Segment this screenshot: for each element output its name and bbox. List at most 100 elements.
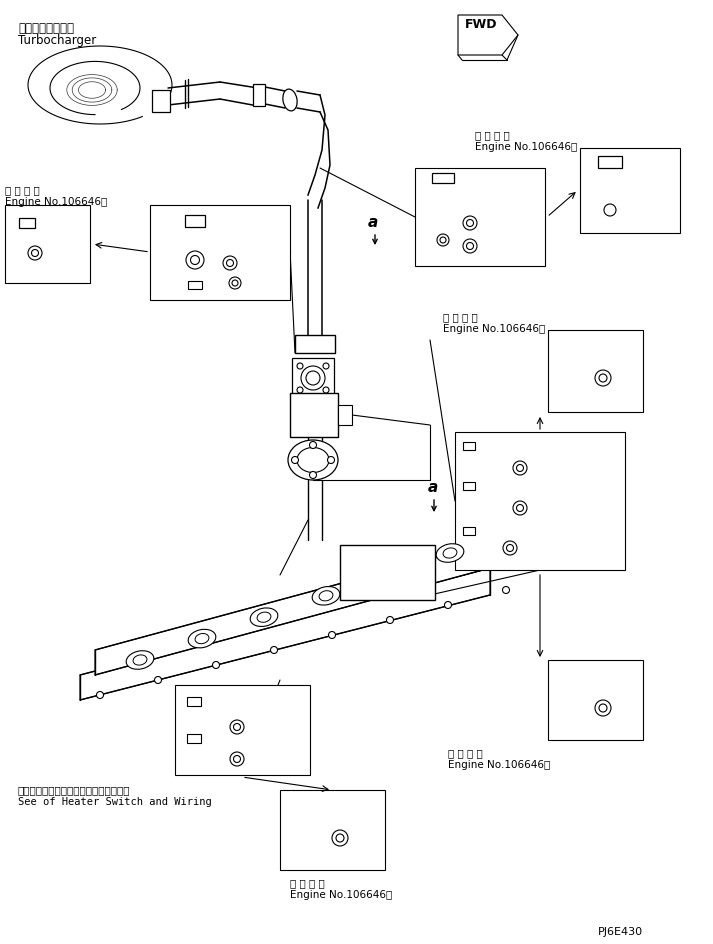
Bar (292, 358, 334, 398)
Circle shape (309, 471, 317, 479)
Text: ヒータスイッチおよびワイヤリング参照: ヒータスイッチおよびワイヤリング参照 (18, 785, 130, 795)
Circle shape (96, 692, 103, 699)
Bar (432, 173, 454, 183)
Circle shape (336, 834, 344, 842)
Bar (280, 790, 385, 870)
Circle shape (386, 616, 394, 623)
Circle shape (297, 387, 303, 393)
Circle shape (230, 720, 244, 734)
Text: 適 用 号 機: 適 用 号 機 (5, 185, 40, 195)
Circle shape (227, 260, 233, 266)
Bar (598, 156, 622, 168)
Polygon shape (458, 15, 518, 55)
Ellipse shape (188, 630, 216, 648)
Circle shape (233, 723, 240, 731)
Circle shape (463, 239, 477, 253)
Circle shape (444, 601, 451, 609)
Circle shape (270, 647, 277, 653)
Ellipse shape (288, 440, 338, 480)
Circle shape (327, 457, 334, 464)
Bar (175, 685, 310, 775)
Text: 適 用 号 機: 適 用 号 機 (290, 878, 324, 888)
Bar (338, 405, 352, 425)
Circle shape (223, 256, 237, 270)
Text: a: a (428, 480, 438, 495)
Circle shape (599, 704, 607, 712)
Circle shape (595, 700, 611, 716)
Bar (463, 482, 475, 490)
Circle shape (463, 216, 477, 230)
Circle shape (155, 677, 162, 683)
Circle shape (466, 243, 473, 249)
Circle shape (301, 366, 325, 390)
Circle shape (212, 662, 220, 668)
Circle shape (440, 237, 446, 243)
Text: Engine No.106646～: Engine No.106646～ (290, 890, 392, 900)
Ellipse shape (319, 591, 333, 601)
Ellipse shape (250, 608, 278, 627)
Text: PJ6E430: PJ6E430 (598, 927, 643, 937)
Circle shape (513, 501, 527, 515)
Text: 適 用 号 機: 適 用 号 機 (448, 748, 483, 758)
Bar (188, 281, 202, 289)
Ellipse shape (312, 586, 340, 605)
Circle shape (233, 755, 240, 763)
Ellipse shape (297, 447, 329, 473)
Circle shape (31, 249, 39, 257)
Bar (295, 335, 335, 353)
Circle shape (28, 246, 42, 260)
Ellipse shape (133, 655, 147, 666)
Bar (580, 148, 680, 233)
Text: See of Heater Switch and Wiring: See of Heater Switch and Wiring (18, 797, 212, 807)
Text: Engine No.106646～: Engine No.106646～ (475, 142, 578, 152)
Text: a: a (368, 215, 379, 230)
Text: FWD: FWD (465, 18, 498, 31)
Circle shape (503, 586, 510, 594)
Circle shape (323, 387, 329, 393)
Ellipse shape (374, 565, 402, 583)
Bar (187, 697, 201, 706)
Text: 適 用 号 機: 適 用 号 機 (475, 130, 510, 140)
Ellipse shape (436, 544, 464, 563)
Bar (548, 660, 643, 740)
Bar (463, 442, 475, 450)
Circle shape (604, 204, 616, 216)
Bar (463, 527, 475, 535)
Text: Engine No.106646～: Engine No.106646～ (443, 324, 545, 334)
Text: 適 用 号 機: 適 用 号 機 (443, 312, 478, 322)
Circle shape (323, 363, 329, 369)
Circle shape (186, 251, 204, 269)
Text: ターボチャージャ: ターボチャージャ (18, 22, 74, 35)
Circle shape (506, 545, 513, 551)
Polygon shape (80, 568, 490, 700)
Circle shape (595, 370, 611, 386)
Bar (290, 393, 338, 437)
Circle shape (516, 504, 523, 512)
Bar (455, 432, 625, 570)
Text: Engine No.106646～: Engine No.106646～ (448, 760, 550, 770)
Ellipse shape (126, 650, 154, 669)
Ellipse shape (381, 569, 395, 580)
Circle shape (513, 461, 527, 475)
Circle shape (503, 541, 517, 555)
Bar (548, 330, 643, 412)
Circle shape (230, 752, 244, 766)
Circle shape (329, 632, 336, 638)
Circle shape (306, 371, 320, 385)
Bar (415, 168, 545, 266)
Circle shape (516, 464, 523, 471)
Circle shape (599, 374, 607, 382)
Bar (187, 734, 201, 743)
Ellipse shape (283, 89, 297, 110)
Circle shape (466, 220, 473, 227)
Bar (253, 84, 265, 106)
Circle shape (332, 830, 348, 846)
Circle shape (190, 256, 200, 264)
Circle shape (292, 457, 299, 464)
Ellipse shape (195, 633, 209, 644)
Text: Turbocharger: Turbocharger (18, 34, 96, 47)
Circle shape (232, 280, 238, 286)
Circle shape (297, 363, 303, 369)
Bar (340, 545, 435, 600)
Bar (185, 215, 205, 227)
